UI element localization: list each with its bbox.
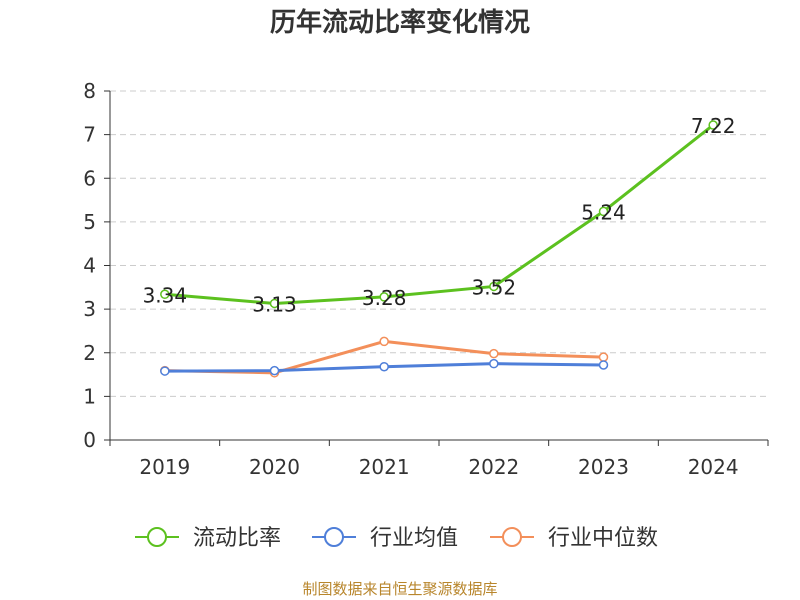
data-label: 3.34 <box>143 283 188 307</box>
data-label: 5.24 <box>581 200 626 224</box>
data-label: 3.52 <box>472 275 517 299</box>
y-tick-label: 7 <box>83 123 96 147</box>
data-point <box>598 360 609 370</box>
x-tick-label: 2022 <box>468 455 519 479</box>
legend-marker <box>502 527 522 547</box>
x-tick-label: 2024 <box>688 455 739 479</box>
data-point <box>489 281 499 292</box>
y-tick-label: 5 <box>83 210 96 234</box>
data-label: 3.13 <box>252 292 297 316</box>
legend-marker <box>147 527 167 547</box>
data-point <box>379 361 389 372</box>
y-tick-label: 4 <box>83 254 96 278</box>
data-point <box>160 366 170 376</box>
data-point <box>269 365 280 376</box>
data-label: 3.28 <box>362 286 407 310</box>
y-tick-label: 1 <box>83 384 96 408</box>
data-point <box>269 298 280 309</box>
y-tick-label: 8 <box>83 79 96 103</box>
x-tick-label: 2023 <box>578 455 629 479</box>
data-point <box>379 292 389 302</box>
data-point <box>489 358 499 369</box>
data-point <box>598 206 609 217</box>
data-point <box>708 120 718 130</box>
legend-label: 流动比率 <box>193 526 281 551</box>
source-footer: 制图数据来自恒生聚源数据库 <box>302 580 498 598</box>
y-tick-label: 2 <box>83 341 96 365</box>
data-point <box>160 289 170 300</box>
y-tick-label: 3 <box>83 297 96 321</box>
x-tick-label: 2019 <box>139 455 190 479</box>
data-label: 7.22 <box>691 114 736 138</box>
x-tick-label: 2021 <box>359 455 410 479</box>
legend-label: 行业中位数 <box>548 526 658 551</box>
y-tick-label: 0 <box>83 428 96 452</box>
data-point <box>489 348 499 359</box>
legend-label: 行业均值 <box>370 526 458 551</box>
y-tick-label: 6 <box>83 166 96 190</box>
data-point <box>598 352 609 362</box>
legend-marker <box>324 527 344 547</box>
x-tick-label: 2020 <box>249 455 300 479</box>
chart-title: 历年流动比率变化情况 <box>269 8 530 38</box>
series-line-1 <box>164 123 715 305</box>
data-point <box>379 336 389 347</box>
